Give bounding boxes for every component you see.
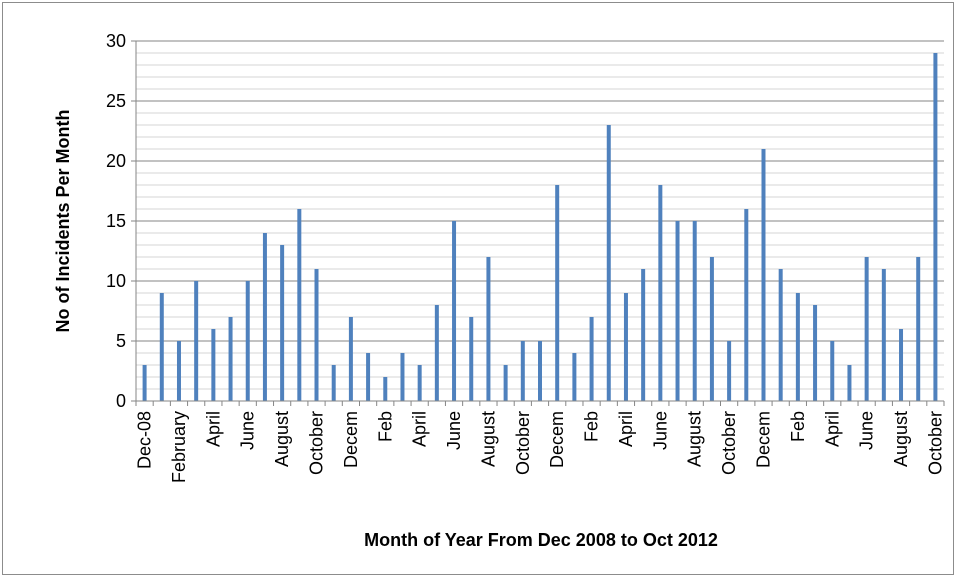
bar-Sep-09	[297, 209, 302, 401]
bar-Nov-11	[744, 209, 749, 401]
y-tick-label: 30	[106, 31, 126, 51]
x-tick-label: October	[307, 411, 327, 475]
bar-May-12	[847, 365, 852, 401]
bar-May-10	[434, 305, 439, 401]
bars	[142, 53, 938, 401]
bar-Aug-10	[486, 257, 491, 401]
x-tick-label: Decem	[547, 411, 567, 468]
bar-Oct-09	[314, 269, 319, 401]
bar-Mar-10	[400, 353, 405, 401]
bar-Sep-10	[503, 365, 508, 401]
bar-Dec-09	[348, 317, 353, 401]
bar-Aug-12	[899, 329, 904, 401]
x-tick-label: October	[513, 411, 533, 475]
x-tick-labels: Dec-08 February April June August October Dece…	[135, 411, 946, 483]
axes	[131, 40, 945, 406]
bar-Apr-09	[211, 329, 216, 401]
x-tick-label: June	[650, 411, 670, 450]
x-tick-label: August	[891, 411, 911, 467]
bar-Jul-12	[881, 269, 886, 401]
bar-Jun-09	[245, 281, 250, 401]
bar-Dec-11	[761, 149, 766, 401]
bar-Sep-11	[709, 257, 714, 401]
bar-Feb-12	[795, 293, 800, 401]
x-tick-label: October	[925, 411, 945, 475]
y-axis-title: No of Incidents Per Month	[53, 110, 73, 333]
x-tick-label: February	[169, 411, 189, 483]
y-tick-label: 20	[106, 151, 126, 171]
bar-May-11	[641, 269, 646, 401]
x-tick-label: April	[203, 411, 223, 447]
bar-Jun-10	[452, 221, 457, 401]
bar-Aug-11	[692, 221, 697, 401]
x-tick-label: April	[822, 411, 842, 447]
x-tick-label: October	[719, 411, 739, 475]
x-tick-label: June	[444, 411, 464, 450]
bar-Nov-10	[538, 341, 542, 401]
bar-Oct-11	[727, 341, 732, 401]
bar-Jul-09	[262, 233, 267, 401]
x-tick-label: August	[272, 411, 292, 467]
bar-Jan-12	[778, 269, 783, 401]
x-tick-label: Feb	[375, 411, 395, 442]
bar-Jul-11	[675, 221, 680, 401]
x-tick-label: August	[685, 411, 705, 467]
bar-Apr-12	[830, 341, 835, 401]
x-axis-title: Month of Year From Dec 2008 to Oct 2012	[364, 530, 718, 550]
bar-Aug-09	[280, 245, 285, 401]
bar-Jan-11	[572, 353, 577, 401]
y-tick-label: 15	[106, 211, 126, 231]
x-tick-label: June	[857, 411, 877, 450]
x-tick-label: Feb	[582, 411, 602, 442]
bar-Mar-11	[606, 125, 611, 401]
x-tick-label: Decem	[341, 411, 361, 468]
bar-Jul-10	[469, 317, 474, 401]
bar-Oct-12	[933, 53, 938, 401]
bar-Mar-12	[813, 305, 818, 401]
y-tick-label: 25	[106, 91, 126, 111]
bar-Sep-12	[916, 257, 921, 401]
x-tick-label: Decem	[753, 411, 773, 468]
bar-Jun-12	[864, 257, 869, 401]
bar-Apr-10	[417, 365, 422, 401]
bar-Feb-10	[383, 377, 388, 401]
x-tick-label: June	[238, 411, 258, 450]
bar-Nov-09	[331, 365, 336, 401]
bar-Feb-09	[176, 341, 181, 401]
bar-Mar-09	[194, 281, 199, 401]
bar-Apr-11	[623, 293, 628, 401]
bar-Oct-10	[520, 341, 525, 401]
x-tick-label: April	[616, 411, 636, 447]
x-tick-label: Feb	[788, 411, 808, 442]
y-tick-label: 5	[116, 331, 126, 351]
bar-Dec-08	[142, 365, 147, 401]
y-tick-label: 0	[116, 391, 126, 411]
bar-Jan-09	[159, 293, 164, 401]
bar-Feb-11	[589, 317, 594, 401]
y-tick-label: 10	[106, 271, 126, 291]
y-tick-labels: 0 5 10 15 20 25 30	[106, 31, 126, 411]
x-tick-label: Dec-08	[135, 411, 155, 469]
x-tick-label: August	[478, 411, 498, 467]
bar-Jun-11	[658, 185, 663, 401]
x-tick-label: April	[410, 411, 430, 447]
bar-Jan-10	[366, 353, 371, 401]
bar-Dec-10	[555, 185, 560, 401]
bar-May-09	[228, 317, 233, 401]
